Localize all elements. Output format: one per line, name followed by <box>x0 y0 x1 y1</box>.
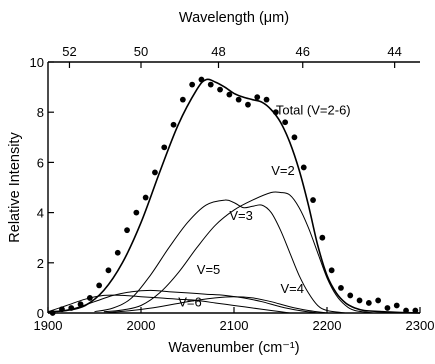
data-point <box>338 285 344 291</box>
annotations: Total (V=2-6) V=2 V=3 V=5 V=4 V=6 <box>178 103 350 310</box>
data-point <box>170 121 177 128</box>
curve-label: V=4 <box>281 281 305 296</box>
curve-v-3 <box>94 199 346 314</box>
curve-v-6 <box>47 294 290 314</box>
y-tick-label: 2 <box>37 256 44 271</box>
data-point <box>328 267 335 274</box>
top-tick-label: 52 <box>62 44 76 59</box>
y-tick-label: 4 <box>37 206 44 221</box>
x-tick-label: 2200 <box>313 318 342 333</box>
data-point <box>49 310 56 316</box>
x-tick-label: 2300 <box>406 318 435 333</box>
data-point <box>152 169 158 176</box>
data-point <box>96 282 103 289</box>
data-point <box>272 109 279 116</box>
data-point <box>347 292 354 299</box>
data-point <box>254 94 261 101</box>
y-tick-label: 8 <box>37 105 44 120</box>
data-point <box>300 164 307 171</box>
x-tick-label: 2100 <box>220 318 249 333</box>
y-tick-label: 6 <box>37 155 44 170</box>
data-point <box>384 305 391 311</box>
curve-v-5 <box>57 289 318 314</box>
y-tick-label: 10 <box>30 55 44 70</box>
top-tick-label: 50 <box>134 44 148 59</box>
data-points <box>49 76 419 316</box>
data-point <box>412 307 419 314</box>
top-tick-label: 44 <box>387 44 401 59</box>
data-point <box>77 301 84 308</box>
data-point <box>365 300 372 306</box>
fit-curves <box>47 78 421 314</box>
data-point <box>198 76 205 83</box>
curve-label: V=5 <box>197 262 221 277</box>
data-point <box>263 96 270 103</box>
top-tick-label: 48 <box>211 44 225 59</box>
data-point <box>59 306 65 313</box>
x-axis-title: Wavenumber (cm⁻¹) <box>168 340 299 356</box>
data-point <box>282 119 289 126</box>
data-point <box>245 101 251 108</box>
y-axis-title: Relative Intensity <box>7 132 23 243</box>
curve-v-4 <box>103 296 328 314</box>
data-point <box>189 81 196 88</box>
data-point <box>207 81 214 88</box>
data-point <box>133 209 140 216</box>
data-point <box>375 297 382 304</box>
curve-label: Total (V=2-6) <box>276 103 351 118</box>
y-tick-label: 0 <box>37 306 44 321</box>
data-point <box>291 134 298 141</box>
curve-label: V=2 <box>271 163 295 178</box>
curve-label: V=6 <box>178 295 202 310</box>
data-point <box>319 234 326 241</box>
data-point <box>217 86 223 93</box>
data-point <box>403 307 409 314</box>
top-tick-label: 46 <box>296 44 310 59</box>
data-point <box>235 96 242 103</box>
x-tick-label: 2000 <box>127 318 156 333</box>
data-point <box>86 295 93 301</box>
data-point <box>310 197 316 203</box>
x-tick-label: 1900 <box>34 318 63 333</box>
top-axis-title: Wavelength (μm) <box>179 10 289 26</box>
data-point <box>68 305 75 311</box>
data-point <box>393 302 400 309</box>
data-point <box>114 249 121 256</box>
curve-total-v-2-6 <box>47 78 421 314</box>
data-point <box>226 91 233 98</box>
data-point <box>179 96 186 103</box>
data-point <box>105 267 112 274</box>
data-point <box>124 227 130 234</box>
curve-label: V=3 <box>229 208 253 223</box>
data-point <box>356 297 363 304</box>
data-point <box>161 144 168 151</box>
data-point <box>142 194 149 201</box>
